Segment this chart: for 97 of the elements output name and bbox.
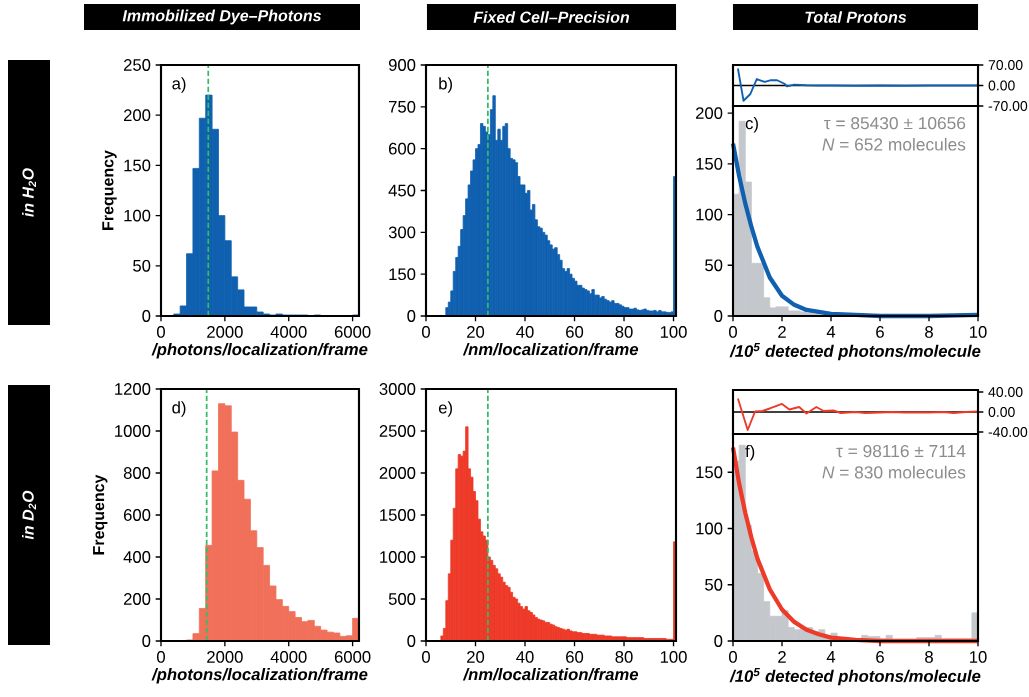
y-tick-label: 3000 [379, 383, 416, 395]
y-tick-label: 250 [123, 59, 151, 71]
y-tick-label: 200 [695, 107, 723, 119]
y-tick-label: 100 [696, 522, 723, 535]
chart-title: Fixed Cell–Precision [473, 11, 630, 23]
y-tick-label: 1000 [380, 551, 416, 563]
x-tick-label: 100 [660, 326, 687, 338]
y-tick-label: 200 [123, 109, 151, 122]
y-tick-label: 400 [123, 551, 151, 563]
x-tick-label: 2000 [207, 651, 243, 663]
y-tick-label: 150 [696, 466, 723, 479]
x-tick-label: 0 [729, 326, 737, 338]
y-axis-title: Frequency [93, 474, 108, 555]
x-tick-label: 8 [925, 326, 933, 338]
text: in H$_{2}$O [22, 168, 36, 217]
y-tick-label: 200 [123, 593, 151, 605]
annotation: e) [438, 401, 452, 417]
y-tick-label: 750 [389, 100, 416, 113]
x-tick-label: 6 [876, 326, 884, 338]
y-tick-label: 0 [407, 310, 416, 322]
chart-title: Total Protons [805, 11, 907, 23]
y-tick-label: 100 [124, 209, 151, 222]
x-tick-label: 0 [729, 651, 737, 663]
y-tick-label: 800 [123, 467, 151, 479]
x-tick-label: 4000 [270, 326, 307, 338]
y-tick-label: -40.00 [988, 427, 1028, 437]
y-axis-title: Frequency [102, 150, 117, 230]
x-tick-label: 2000 [207, 326, 243, 338]
annotation: f) [745, 444, 755, 461]
annotation: τ = 85430 ± 10656 [824, 117, 966, 130]
y-tick-label: 0.00 [988, 407, 1015, 417]
y-tick-label: 0 [714, 635, 723, 647]
x-tick-label: 6000 [334, 651, 371, 663]
x-tick-label: 4 [826, 651, 836, 663]
x-tick-label: 6000 [334, 326, 371, 338]
y-tick-label: 1200 [115, 383, 151, 395]
annotation: d) [172, 401, 186, 417]
text: in D$_{2}$O [22, 490, 36, 540]
x-tick-label: 2 [778, 326, 786, 338]
x-tick-label: 20 [467, 651, 485, 663]
x-tick-label: 100 [660, 651, 687, 663]
y-tick-label: 100 [696, 208, 723, 221]
x-tick-label: 4 [826, 326, 836, 338]
x-tick-label: 6 [876, 651, 884, 663]
y-tick-label: 2000 [379, 467, 416, 479]
y-tick-label: 50 [705, 578, 723, 591]
annotation: N = 830 molecules [822, 465, 966, 479]
y-tick-label: 600 [123, 509, 151, 521]
x-tick-label: 20 [467, 326, 485, 338]
x-axis-title: /10$^{5}$ detected photons/molecule [729, 668, 981, 686]
x-tick-label: 80 [615, 651, 633, 663]
x-axis-title: /nm/localization/frame [462, 342, 639, 356]
annotation: τ = 98116 ± 7114 [836, 444, 966, 458]
y-tick-label: 0 [407, 635, 416, 647]
y-tick-label: 300 [388, 226, 416, 239]
x-axis-title: /nm/localization/frame [462, 667, 639, 681]
chart-title: Immobilized Dye–Photons [122, 9, 322, 25]
y-tick-label: 500 [388, 593, 416, 605]
x-tick-label: 60 [566, 651, 584, 663]
x-tick-label: 2 [778, 651, 786, 663]
y-tick-label: 0 [142, 310, 151, 322]
x-tick-label: 0 [157, 326, 165, 338]
y-tick-label: 70.00 [988, 60, 1023, 70]
y-tick-label: 1500 [380, 509, 416, 521]
x-tick-label: 0 [157, 651, 165, 663]
y-tick-label: 0 [714, 310, 723, 322]
x-axis-title: /photons/localization/frame [151, 342, 368, 359]
x-tick-label: 60 [566, 326, 584, 338]
y-tick-label: 150 [124, 159, 151, 172]
x-tick-label: 40 [516, 651, 534, 663]
annotation: b) [439, 77, 452, 93]
y-tick-label: 450 [388, 184, 416, 197]
y-tick-label: 600 [388, 142, 416, 155]
x-tick-label: 0 [422, 651, 430, 663]
y-tick-label: 50 [133, 259, 151, 272]
x-tick-label: 40 [516, 326, 534, 338]
y-tick-label: 0.00 [988, 80, 1015, 91]
x-tick-label: 4000 [270, 651, 307, 663]
annotation: a) [172, 77, 186, 93]
y-tick-label: 900 [388, 59, 416, 71]
annotation: c) [745, 117, 758, 133]
y-tick-label: 1000 [115, 425, 151, 437]
x-tick-label: 8 [925, 651, 933, 663]
y-tick-label: 0 [142, 635, 151, 647]
y-tick-label: 50 [705, 259, 723, 272]
x-tick-label: 10 [970, 326, 987, 338]
x-axis-title: /10$^{5}$ detected photons/molecule [729, 342, 981, 361]
x-tick-label: 80 [615, 326, 633, 338]
y-tick-label: 150 [696, 157, 723, 170]
x-tick-label: 10 [970, 651, 987, 663]
x-tick-label: 0 [422, 326, 430, 338]
y-tick-label: -70.00 [988, 101, 1028, 111]
x-axis-title: /photons/localization/frame [151, 667, 368, 684]
y-tick-label: 2500 [379, 425, 416, 437]
y-tick-label: 150 [389, 268, 416, 281]
annotation: N = 652 molecules [822, 137, 966, 151]
y-tick-label: 40.00 [988, 387, 1023, 397]
